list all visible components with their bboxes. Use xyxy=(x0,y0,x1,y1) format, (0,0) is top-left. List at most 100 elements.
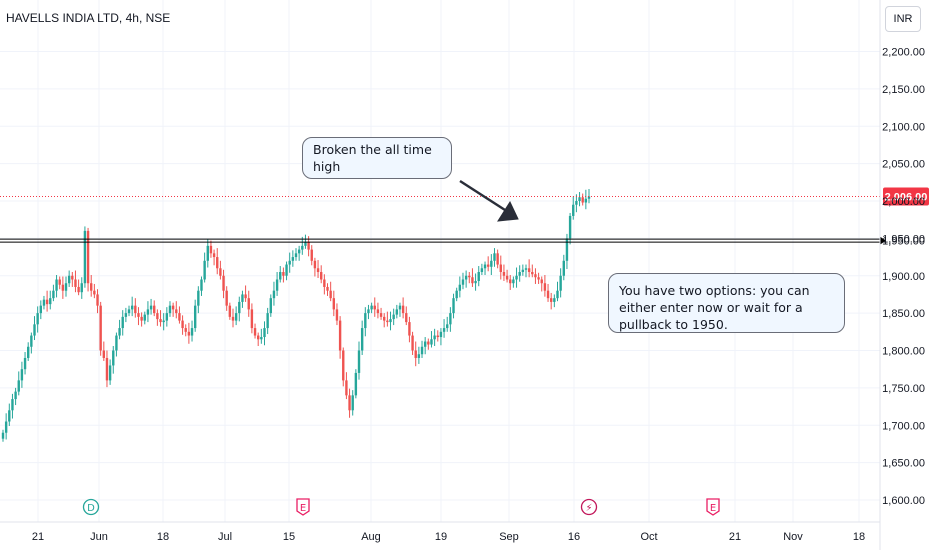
candle xyxy=(584,189,588,210)
candle xyxy=(486,256,490,272)
candle xyxy=(137,307,140,326)
candle xyxy=(345,372,348,400)
candle xyxy=(288,252,291,273)
candle xyxy=(282,267,285,283)
earnings-event-icon[interactable]: E xyxy=(296,498,310,516)
candle xyxy=(115,332,118,357)
earnings-event-icon[interactable]: E xyxy=(706,498,720,516)
candle xyxy=(108,359,112,385)
candle xyxy=(342,347,345,387)
candle xyxy=(55,275,58,298)
time-axis[interactable]: 21 Jun 18 Jul 15 Aug 19 Sep 16 Oct 21 Nov 18 xyxy=(0,521,880,543)
split-event-icon[interactable]: ⚡ xyxy=(580,498,598,516)
candle xyxy=(499,255,502,280)
candle xyxy=(168,301,172,317)
candle xyxy=(414,341,417,367)
annotation-callout-ath[interactable]: Broken the all time high xyxy=(302,137,452,179)
candle xyxy=(405,306,408,326)
x-tick-label: 15 xyxy=(283,531,295,543)
candle xyxy=(527,259,531,278)
annotation-arrow[interactable] xyxy=(459,179,519,222)
candle xyxy=(30,332,33,354)
candle xyxy=(193,299,197,332)
horizontal-level-line[interactable]: 1,950.00 xyxy=(0,236,925,248)
candle xyxy=(323,274,326,295)
candle xyxy=(515,267,518,288)
candle xyxy=(534,268,537,284)
candle xyxy=(439,328,443,346)
candlestick-series xyxy=(1,189,591,442)
candle xyxy=(4,413,8,440)
svg-text:D: D xyxy=(87,503,95,514)
candle xyxy=(71,272,74,287)
dividend-event-icon[interactable]: D xyxy=(82,498,100,516)
candle xyxy=(149,298,153,315)
currency-button[interactable]: INR xyxy=(885,6,921,32)
candle xyxy=(474,273,477,291)
candle xyxy=(477,266,480,287)
candle xyxy=(67,270,71,287)
candle xyxy=(175,301,178,319)
candle xyxy=(209,240,213,258)
candle xyxy=(61,276,65,299)
event-markers[interactable]: D E ⚡ E xyxy=(82,498,720,516)
candle xyxy=(225,286,228,311)
x-tick-label: Jul xyxy=(218,531,232,543)
candle xyxy=(159,310,162,327)
annotation-text: Broken the all time high xyxy=(313,142,432,174)
annotation-text: You have two options: you can either ent… xyxy=(619,283,810,332)
candle xyxy=(253,323,257,339)
candle xyxy=(581,193,584,206)
candle xyxy=(461,272,465,290)
candle xyxy=(496,249,499,269)
symbol-title: HAVELLS INDIA LTD, 4h, NSE xyxy=(6,11,171,25)
candle xyxy=(49,290,52,310)
candle xyxy=(134,298,137,318)
candle xyxy=(181,315,184,335)
candle xyxy=(250,303,254,334)
candle xyxy=(86,227,90,292)
candle xyxy=(480,263,484,276)
candle xyxy=(45,290,49,312)
candle xyxy=(326,283,329,296)
last-price-badge xyxy=(883,187,929,206)
candle xyxy=(184,324,187,337)
y-tick-label: 1,950.00 xyxy=(882,233,925,245)
last-price-line: 2,006.00 xyxy=(0,187,929,206)
svg-text:E: E xyxy=(300,503,306,514)
candle xyxy=(490,254,493,276)
x-tick-label: 18 xyxy=(157,531,169,543)
candle xyxy=(420,340,424,358)
price-axis[interactable]: 2,200.00 2,150.00 2,100.00 2,050.00 2,000.00… xyxy=(879,0,925,550)
candle xyxy=(102,341,106,361)
candle xyxy=(373,297,376,317)
candle xyxy=(200,276,203,296)
candle xyxy=(294,248,298,261)
candle xyxy=(216,248,219,275)
candle xyxy=(546,283,550,302)
candle xyxy=(96,289,99,314)
candle xyxy=(436,330,439,342)
candle xyxy=(238,296,241,322)
candle xyxy=(206,239,209,268)
candle xyxy=(118,319,121,340)
candle xyxy=(518,265,521,282)
y-tick-label: 2,000.00 xyxy=(882,196,925,208)
y-tick-label: 2,200.00 xyxy=(882,47,925,59)
candle xyxy=(320,265,323,284)
candle xyxy=(266,307,269,335)
x-tick-label: Jun xyxy=(90,531,108,543)
y-tick-label: 1,600.00 xyxy=(882,495,925,507)
candle xyxy=(562,254,565,281)
candle xyxy=(90,275,93,297)
candle xyxy=(379,307,383,320)
candle xyxy=(64,276,68,297)
candle xyxy=(338,316,342,359)
annotation-callout-options[interactable]: You have two options: you can either ent… xyxy=(608,273,845,333)
candle xyxy=(279,266,282,283)
candle xyxy=(332,290,336,317)
candle xyxy=(423,337,427,355)
candle xyxy=(502,264,506,281)
candle xyxy=(335,303,339,326)
